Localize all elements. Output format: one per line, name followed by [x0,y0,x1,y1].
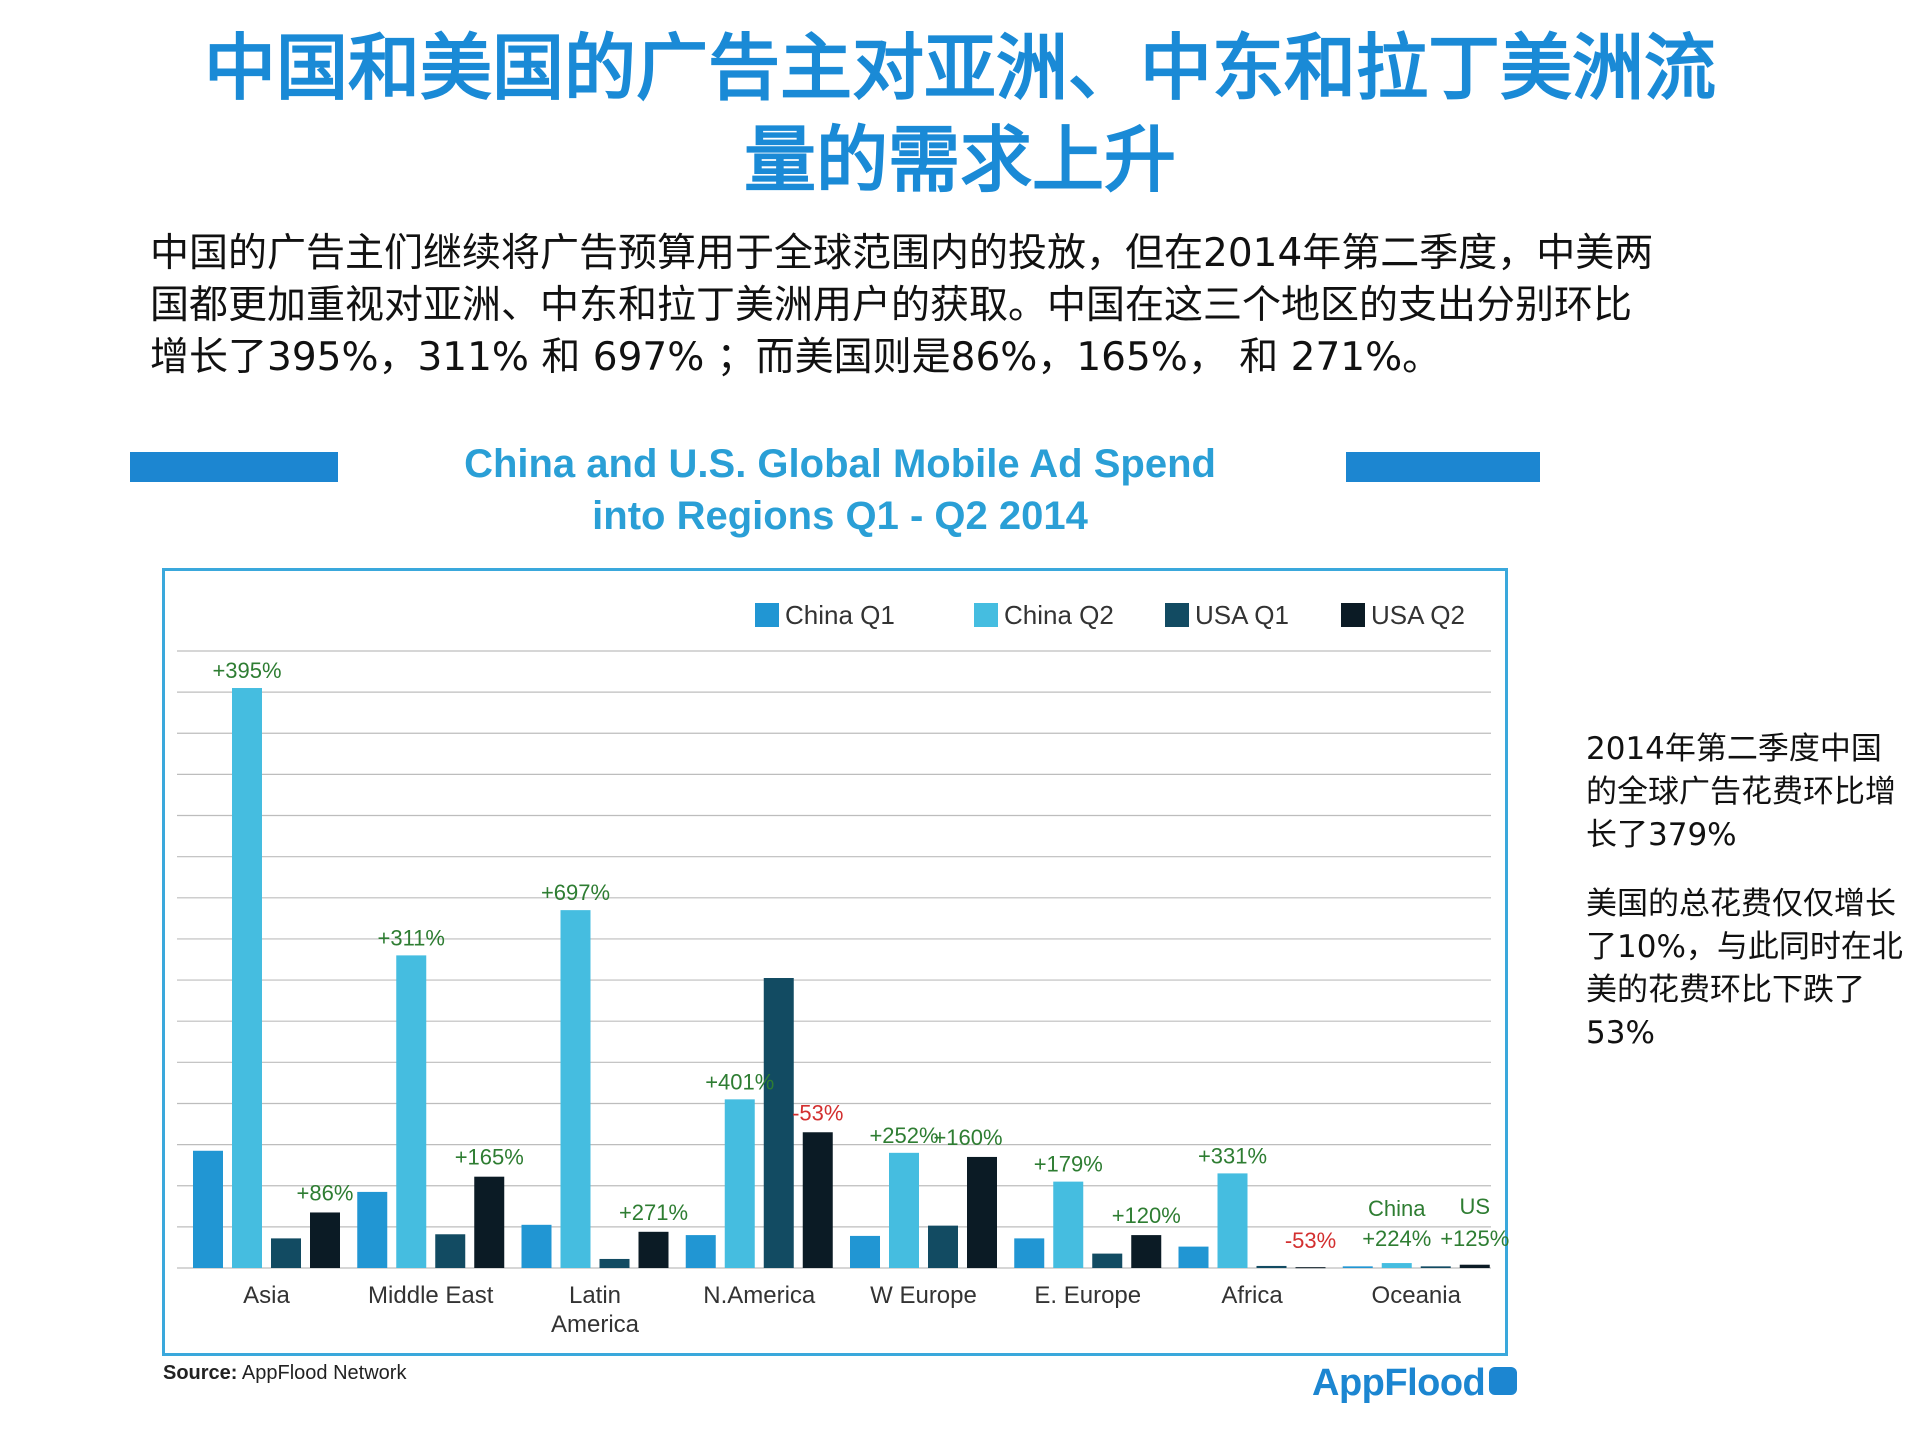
bar [435,1234,466,1268]
china-change-label: +401% [705,1069,774,1094]
chart-frame: China Q1 China Q2 USA Q1 USA Q2 Asia Middle E… [162,568,1509,1356]
headline-line-1: 中国和美国的广告主对亚洲、中东和拉丁美洲流 [203,26,1716,110]
bar [560,910,591,1268]
usa-change-label: +120% [1112,1203,1181,1228]
oceania-us-label: US [1459,1194,1490,1219]
side-note-paragraph-1: 2014年第二季度中国的全球广告花费环比增长了379% [1586,731,1896,853]
intro-paragraph: 中国的广告主们继续将广告预算用于全球范围内的投放，但在2014年第二季度，中美两… [150,228,1790,384]
bar [599,1258,630,1268]
bar [1178,1246,1209,1268]
bar [724,1099,755,1268]
china-change-label: +697% [541,880,610,905]
bar [357,1191,388,1268]
category-label: Asia [243,1282,290,1309]
category-label: Africa [1221,1282,1283,1309]
side-note-paragraph-2: 美国的总花费仅仅增长了10%，与此同时在北美的花费环比下跌了53% [1586,886,1903,1051]
headline: 中国和美国的广告主对亚洲、中东和拉丁美洲流 量的需求上升 [0,22,1920,206]
bar [1014,1238,1045,1268]
bar [1342,1266,1373,1268]
bar [1459,1264,1490,1268]
logo-mark-icon [1489,1366,1518,1395]
bar [928,1225,958,1268]
bar [1256,1265,1287,1268]
china-change-label: +224% [1362,1226,1431,1251]
source-label: Source: [163,1362,238,1384]
title-bar-right [1346,452,1540,482]
legend-label: USA Q1 [1195,600,1289,630]
legend-swatch [1165,603,1189,627]
title-bar-left [130,452,338,482]
intro-line-1: 中国的广告主们继续将广告预算用于全球范围内的投放，但在2014年第二季度，中美两 [150,231,1654,276]
category-label: W Europe [870,1282,977,1309]
legend-label: USA Q2 [1371,600,1465,630]
china-change-label: +252% [869,1123,938,1148]
bar [685,1235,716,1268]
bar [967,1156,997,1268]
category-label: America [551,1311,640,1338]
bar-chart: China Q1 China Q2 USA Q1 USA Q2 Asia Middle E… [177,600,1509,1338]
intro-line-3: 增长了395%，311% 和 697% ；而美国则是86%，165%， 和 27… [150,335,1442,380]
usa-change-label: -53% [792,1100,843,1125]
category-label: N.America [703,1282,816,1309]
usa-change-label: +271% [619,1200,688,1225]
bar [474,1176,505,1268]
legend-swatch [755,603,779,627]
usa-change-label: +165% [455,1145,524,1170]
bar [1217,1173,1248,1268]
bar [271,1238,301,1268]
usa-change-label: -53% [1285,1228,1336,1253]
bar [310,1212,340,1268]
source-text: AppFlood Network [241,1362,407,1384]
category-label: Latin [569,1282,621,1309]
bar [1092,1253,1123,1268]
bar [802,1132,833,1268]
usa-change-label: +86% [297,1180,354,1205]
legend-swatch [1341,603,1365,627]
bar [193,1150,223,1268]
bar [232,688,262,1268]
china-change-label: +311% [378,925,445,950]
bar [1295,1267,1326,1269]
source-note: Source: AppFlood Network [163,1362,406,1385]
usa-change-label: +160% [933,1125,1002,1150]
intro-line-2: 国都更加重视对亚洲、中东和拉丁美洲用户的获取。中国在这三个地区的支出分别环比 [150,283,1633,328]
bar [889,1152,919,1268]
bar [396,955,427,1268]
chart-title: China and U.S. Global Mobile Ad Spend in… [340,438,1340,542]
legend-label: China Q2 [1004,600,1114,630]
side-note: 2014年第二季度中国的全球广告花费环比增长了379% 美国的总花费仅仅增长了1… [1586,728,1906,1081]
category-label: Oceania [1372,1282,1462,1309]
chart-title-line-1: China and U.S. Global Mobile Ad Spend [464,442,1216,486]
category-label: Middle East [368,1282,494,1309]
oceania-china-label: China [1368,1196,1426,1221]
logo-text: AppFlood [1312,1362,1486,1404]
chart-title-line-2: into Regions Q1 - Q2 2014 [592,494,1088,538]
bar [521,1224,552,1268]
headline-line-2: 量的需求上升 [743,118,1176,202]
bar [1381,1263,1412,1268]
category-label: E. Europe [1034,1282,1141,1309]
appflood-logo: AppFlood [1312,1362,1518,1405]
legend-swatch [974,603,998,627]
bar [1131,1235,1162,1268]
bar [850,1235,880,1268]
china-change-label: +179% [1034,1152,1103,1177]
bar [638,1231,669,1268]
legend-label: China Q1 [785,600,895,630]
china-change-label: +331% [1198,1143,1267,1168]
bar [1053,1181,1084,1268]
usa-change-label: +125% [1440,1226,1509,1251]
bar [1420,1266,1451,1268]
china-change-label: +395% [212,658,281,683]
bar [763,978,794,1268]
